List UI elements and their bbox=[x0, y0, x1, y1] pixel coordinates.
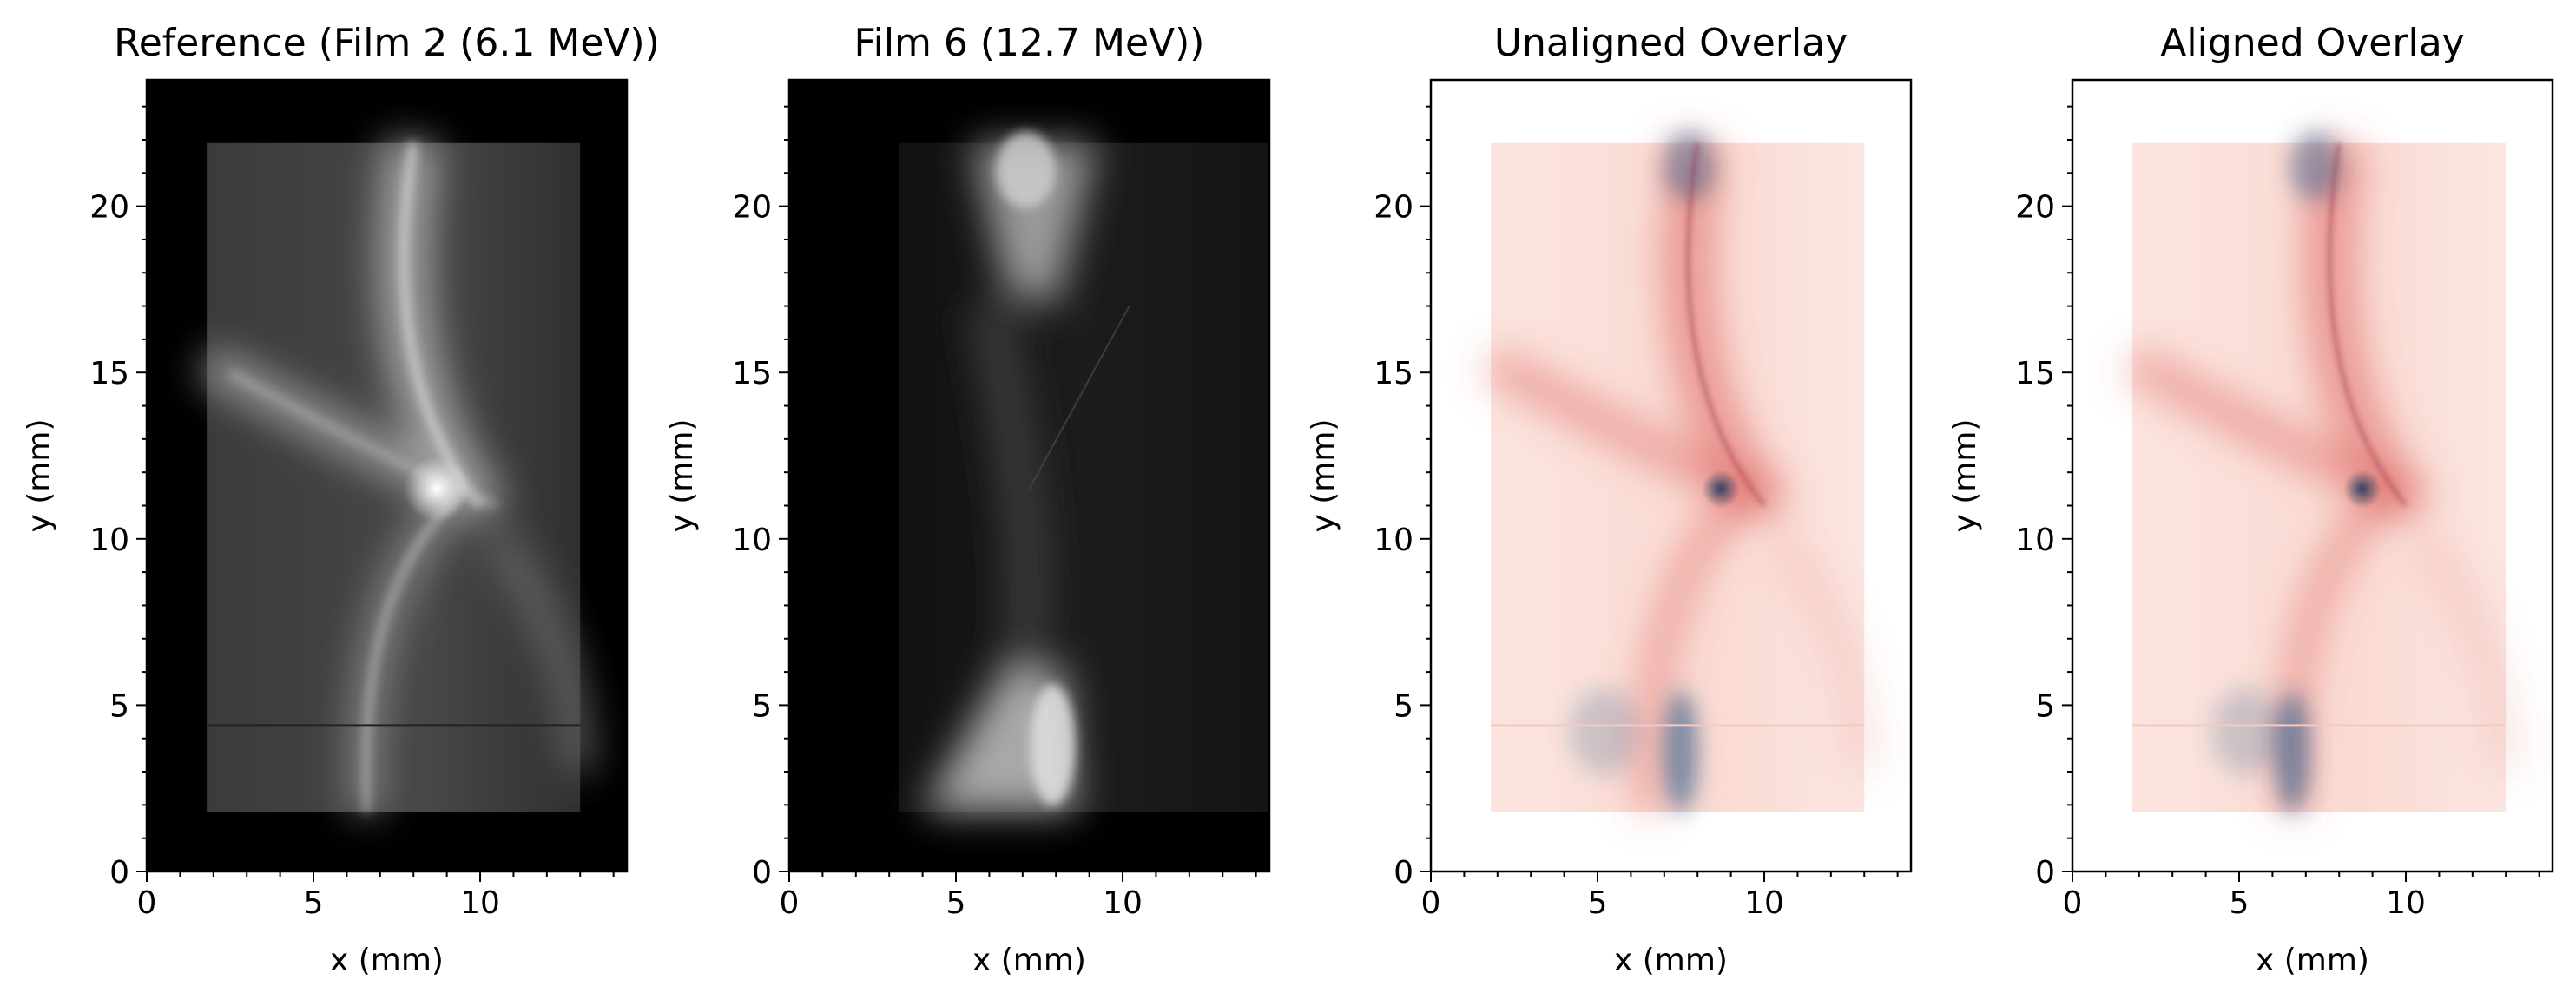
axes-frame bbox=[2071, 78, 2554, 873]
y-tick-label: 0 bbox=[109, 855, 129, 891]
y-tick-label: 15 bbox=[89, 356, 129, 391]
x-tick-label: 10 bbox=[1103, 885, 1143, 921]
x-axis-label: x (mm) bbox=[1614, 943, 1728, 978]
sharp-layer bbox=[2327, 142, 2408, 508]
y-tick-label: 10 bbox=[1374, 523, 1413, 558]
axes-frame bbox=[787, 78, 1271, 873]
y-axis-label: y (mm) bbox=[664, 419, 700, 533]
right-arc bbox=[486, 530, 594, 773]
upper-arc-core bbox=[2327, 142, 2408, 508]
x-tick-label: 0 bbox=[780, 885, 800, 921]
lower-arc bbox=[1635, 478, 1758, 812]
blue-bottom-haze bbox=[2210, 688, 2281, 776]
y-tick-label: 5 bbox=[752, 688, 772, 724]
x-tick-label: 5 bbox=[2230, 885, 2250, 921]
bright-spot bbox=[404, 456, 471, 523]
upper-arc-core bbox=[1685, 142, 1767, 508]
x-axis-label: x (mm) bbox=[330, 943, 444, 978]
y-axis-label: y (mm) bbox=[22, 419, 57, 533]
blue-glow-layer bbox=[1569, 131, 1716, 813]
x-tick-label: 5 bbox=[1588, 885, 1608, 921]
panel-title: Film 6 (12.7 MeV)) bbox=[854, 21, 1205, 65]
dark-spot bbox=[1702, 470, 1741, 509]
scratch-line bbox=[1028, 306, 1130, 490]
y-tick-label: 10 bbox=[2015, 523, 2055, 558]
right-arc bbox=[1770, 530, 1878, 773]
x-tick-label: 0 bbox=[1421, 885, 1441, 921]
y-tick-label: 0 bbox=[752, 855, 772, 891]
y-tick-label: 15 bbox=[1374, 356, 1413, 391]
y-tick-label: 15 bbox=[2015, 356, 2055, 391]
panel-title: Aligned Overlay bbox=[2160, 21, 2464, 65]
heatmap-image-4 bbox=[2072, 80, 2553, 871]
blue-bottom-haze bbox=[1569, 688, 1639, 776]
panel-3: 0 5 10 0 5 10 15 20 Unaligned Overlay x (mm) y (mm… bbox=[1306, 21, 1913, 978]
x-tick-label: 5 bbox=[946, 885, 966, 921]
x-tick-label: 10 bbox=[2386, 885, 2426, 921]
x-tick-label: 0 bbox=[2063, 885, 2083, 921]
y-tick-label: 15 bbox=[732, 356, 772, 391]
sharp-layer bbox=[1685, 142, 1767, 508]
panel-4: 0 5 10 0 5 10 15 20 Aligned Overlay x (mm) y (mm) bbox=[1947, 21, 2554, 978]
y-tick-label: 10 bbox=[732, 523, 772, 558]
panels: 0 5 10 0 5 10 15 20 Reference (Film 2 (6.1 MeV))… bbox=[22, 21, 2554, 978]
panel-title: Reference (Film 2 (6.1 MeV)) bbox=[114, 21, 660, 65]
x-tick-label: 5 bbox=[304, 885, 324, 921]
right-arc bbox=[2412, 530, 2520, 773]
panel-title: Unaligned Overlay bbox=[1494, 21, 1848, 65]
y-tick-label: 20 bbox=[1374, 190, 1413, 226]
x-axis-label: x (mm) bbox=[2256, 943, 2369, 978]
blue-bottom-blob bbox=[1664, 691, 1699, 813]
y-tick-label: 20 bbox=[89, 190, 129, 226]
blue-top-blob bbox=[2289, 131, 2342, 201]
y-tick-label: 20 bbox=[2015, 190, 2055, 226]
heatmap-image-1 bbox=[147, 80, 627, 871]
y-tick-label: 5 bbox=[2035, 688, 2055, 724]
heatmap-image-2 bbox=[789, 80, 1269, 871]
panel-2: 0 5 10 0 5 10 15 20 Film 6 (12.7 MeV)) x (mm) y (m… bbox=[664, 21, 1271, 978]
heatmap-image-3 bbox=[1431, 80, 1911, 871]
y-tick-label: 10 bbox=[89, 523, 129, 558]
top-blob-core bbox=[996, 131, 1056, 208]
blue-bottom-blob bbox=[2275, 691, 2310, 813]
dark-spot bbox=[2343, 470, 2382, 509]
y-tick-label: 0 bbox=[1393, 855, 1413, 891]
x-tick-label: 10 bbox=[1744, 885, 1784, 921]
central-band bbox=[967, 301, 1051, 676]
blue-glow-layer bbox=[2210, 131, 2342, 813]
y-tick-label: 5 bbox=[109, 688, 129, 724]
axes-frame bbox=[145, 78, 629, 873]
film-area bbox=[899, 142, 1269, 812]
axes-frame bbox=[1429, 78, 1913, 873]
y-axis-label: y (mm) bbox=[1947, 419, 1983, 533]
y-tick-label: 5 bbox=[1393, 688, 1413, 724]
blue-top-blob bbox=[1663, 131, 1716, 201]
x-tick-label: 10 bbox=[460, 885, 500, 921]
y-tick-label: 20 bbox=[732, 190, 772, 226]
bottom-blob-core bbox=[1030, 684, 1076, 806]
x-axis-label: x (mm) bbox=[972, 943, 1086, 978]
panel-1: 0 5 10 0 5 10 15 20 Reference (Film 2 (6.1 MeV))… bbox=[22, 21, 660, 978]
y-tick-label: 0 bbox=[2035, 855, 2055, 891]
y-axis-label: y (mm) bbox=[1306, 419, 1341, 533]
sharp-layer bbox=[996, 131, 1076, 806]
x-tick-label: 0 bbox=[137, 885, 157, 921]
